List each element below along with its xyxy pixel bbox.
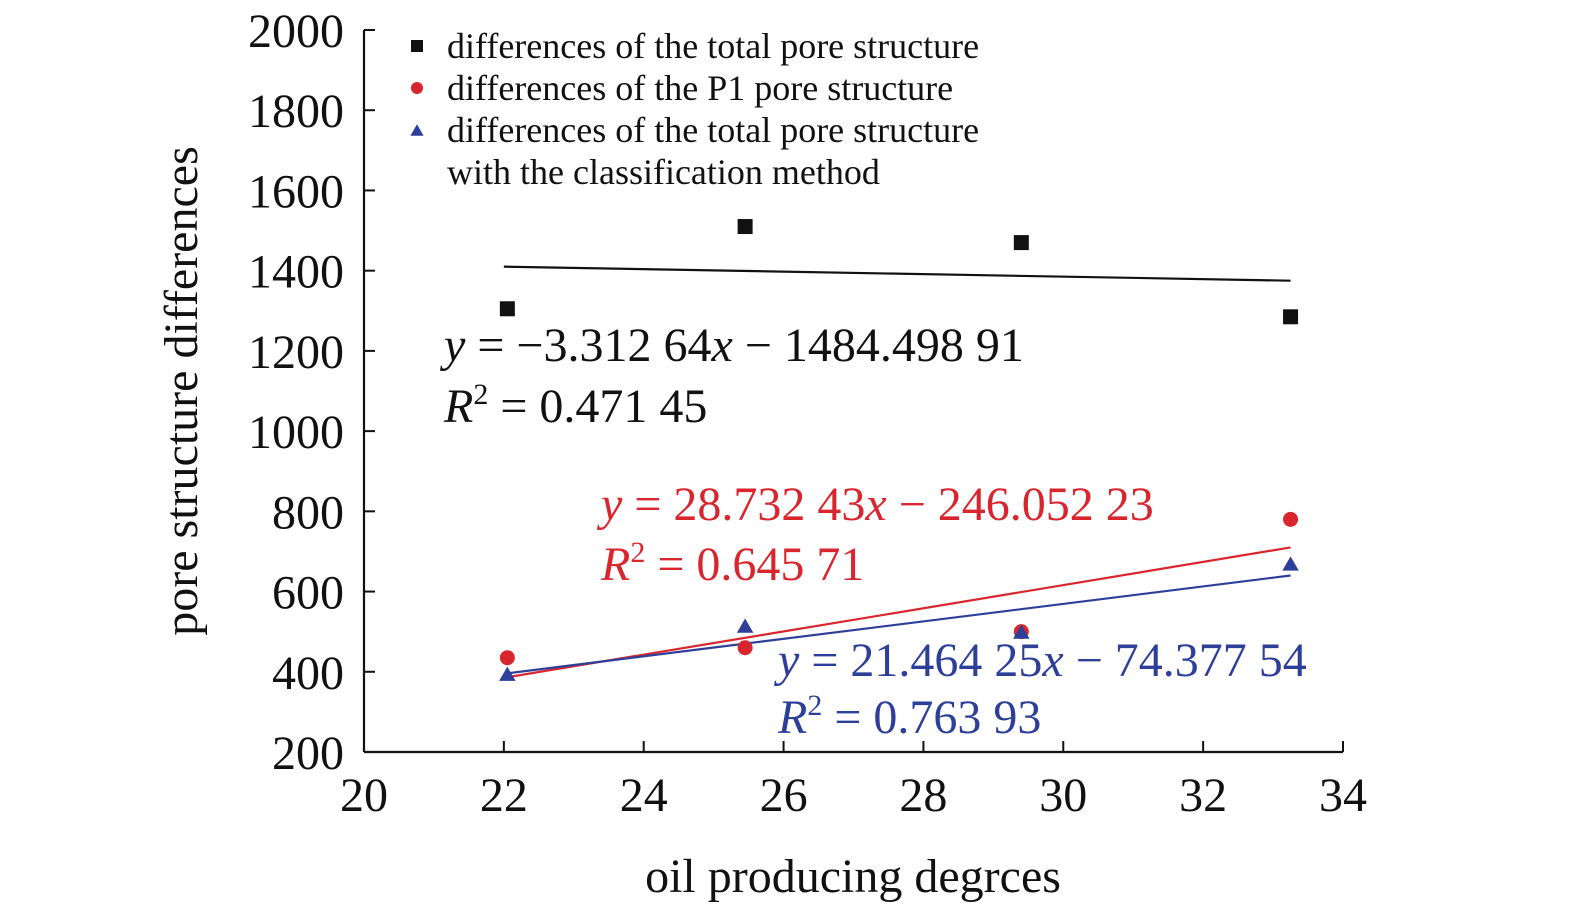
data-points xyxy=(499,219,1299,681)
data-point-series-2 xyxy=(737,640,753,656)
data-point-series-1 xyxy=(1283,309,1299,325)
x-tick-label: 20 xyxy=(340,769,388,822)
y-tick-label: 200 xyxy=(272,727,344,780)
y-tick-label: 800 xyxy=(272,486,344,539)
axis-ticks: 20 22 24 26 28 30 32 34200400600800100012001400… xyxy=(248,5,1367,822)
y-tick-label: 1800 xyxy=(248,85,344,138)
r-superscript: 2 xyxy=(630,536,645,569)
y-tick-label: 2000 xyxy=(248,5,344,58)
data-point-series-1 xyxy=(499,301,515,317)
data-point-series-3 xyxy=(736,618,754,633)
legend-label: differences of the total pore structure xyxy=(447,26,979,66)
y-tick-label: 1600 xyxy=(248,165,344,218)
x-tick-label: 28 xyxy=(899,769,947,822)
data-point-series-2 xyxy=(1283,511,1299,527)
trend-equation: y = −3.312 64x − 1484.498 91 xyxy=(439,319,1024,372)
equation-part: y xyxy=(439,319,466,372)
data-point-series-1 xyxy=(1013,235,1029,251)
legend: differences of the total pore structured… xyxy=(410,26,979,192)
equation-part: = −3.312 64 xyxy=(465,319,711,372)
legend-triangle-marker xyxy=(410,124,424,136)
data-point-series-3 xyxy=(1013,624,1030,639)
trendline-series-1 xyxy=(503,265,1291,282)
x-tick-label: 26 xyxy=(760,769,808,822)
r-superscript: 2 xyxy=(473,378,488,411)
legend-label: differences of the total pore structure xyxy=(447,110,979,150)
r-squared-label: R2 = 0.471 45 xyxy=(443,378,707,433)
data-point-series-2 xyxy=(499,650,515,666)
r-squared-label: R2 = 0.645 71 xyxy=(600,536,864,591)
legend-square-marker xyxy=(411,40,423,52)
r-value: = 0.645 71 xyxy=(645,538,864,591)
r-value: = 0.471 45 xyxy=(488,380,707,433)
legend-label: differences of the P1 pore structure xyxy=(447,68,953,108)
y-axis-title: pore structure differences xyxy=(155,146,208,636)
equation-part: y xyxy=(596,478,623,531)
r-symbol: R xyxy=(777,691,807,744)
x-tick-label: 34 xyxy=(1319,769,1367,822)
equation-part: − 1484.498 91 xyxy=(733,319,1024,372)
x-tick-label: 24 xyxy=(620,769,668,822)
y-tick-label: 600 xyxy=(272,567,344,620)
r-squared-label: R2 = 0.763 93 xyxy=(777,689,1041,744)
equation-part: − 74.377 54 xyxy=(1064,634,1307,687)
equation-part: x xyxy=(1041,634,1063,687)
trendline-series-2 xyxy=(503,546,1291,679)
r-symbol: R xyxy=(443,380,473,433)
trendline-series-3 xyxy=(503,574,1291,675)
x-tick-label: 30 xyxy=(1039,769,1087,822)
trendlines xyxy=(503,265,1291,679)
x-axis-title: oil producing degrces xyxy=(645,850,1061,903)
trend-equation: y = 21.464 25x − 74.377 54 xyxy=(773,634,1307,687)
data-point-series-3 xyxy=(1282,556,1299,571)
y-tick-label: 1000 xyxy=(248,406,344,459)
equation-part: x xyxy=(710,319,732,372)
equation-part: − 246.052 23 xyxy=(887,478,1154,531)
x-tick-label: 32 xyxy=(1179,769,1227,822)
equation-part: = 21.464 25 xyxy=(799,634,1042,687)
trend-equation: y = 28.732 43x − 246.052 23 xyxy=(596,478,1154,531)
data-point-series-3 xyxy=(499,666,516,681)
equation-part: x xyxy=(864,478,886,531)
y-tick-label: 400 xyxy=(272,647,344,700)
y-tick-label: 1400 xyxy=(248,246,344,299)
r-symbol: R xyxy=(600,538,630,591)
legend-circle-marker xyxy=(411,82,423,94)
equation-part: y xyxy=(773,634,800,687)
x-tick-label: 22 xyxy=(480,769,528,822)
data-point-series-1 xyxy=(737,219,753,235)
legend-label: with the classification method xyxy=(447,152,880,192)
y-tick-label: 1200 xyxy=(248,326,344,379)
axes xyxy=(362,30,1343,754)
equation-part: = 28.732 43 xyxy=(622,478,865,531)
r-superscript: 2 xyxy=(807,689,822,722)
r-value: = 0.763 93 xyxy=(822,691,1041,744)
